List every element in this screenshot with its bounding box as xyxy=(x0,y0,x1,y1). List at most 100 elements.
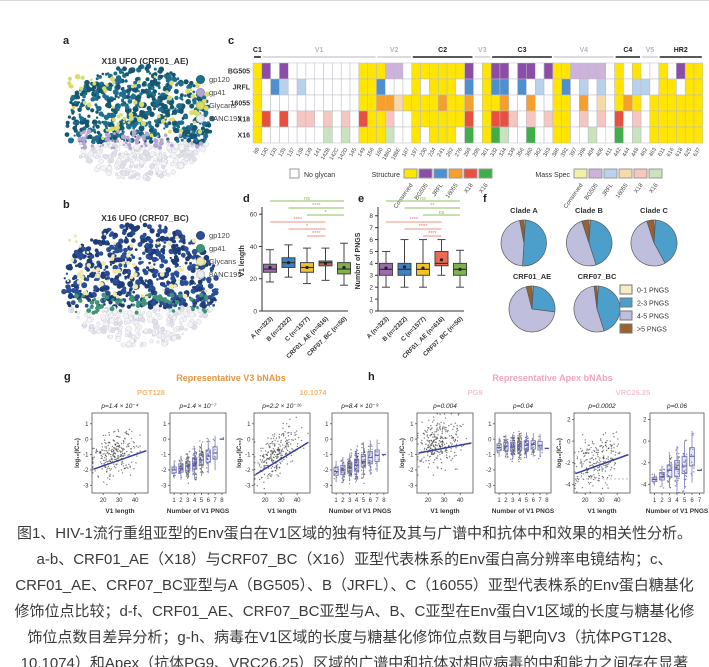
svg-text:356: 356 xyxy=(516,147,526,158)
svg-text:1: 1 xyxy=(247,422,251,428)
legend-item: gp41 xyxy=(196,242,242,255)
svg-text:40: 40 xyxy=(132,498,139,504)
legend-label: gp41 xyxy=(209,244,226,253)
svg-text:8: 8 xyxy=(220,498,224,504)
svg-text:397: 397 xyxy=(569,147,579,158)
svg-text:V1: V1 xyxy=(315,47,324,54)
svg-text:-3: -3 xyxy=(486,484,492,490)
legend-item: gp120 xyxy=(196,73,242,86)
svg-text:616: 616 xyxy=(666,147,676,158)
legend-label: gp120 xyxy=(209,75,230,84)
svg-text:4: 4 xyxy=(518,498,522,504)
svg-text:197: 197 xyxy=(410,147,420,158)
svg-text:X16: X16 xyxy=(649,182,660,195)
panel-a-title: X18 UFO (CRF01_AE) xyxy=(101,56,189,66)
svg-text:0: 0 xyxy=(410,437,414,443)
svg-text:145: 145 xyxy=(348,147,358,158)
svg-text:30: 30 xyxy=(116,498,123,504)
svg-text:463: 463 xyxy=(648,147,658,158)
svg-text:****: **** xyxy=(312,231,321,237)
svg-text:149: 149 xyxy=(357,147,367,158)
svg-text:log₁₀(IC₅₀): log₁₀(IC₅₀) xyxy=(237,438,243,468)
svg-text:186D: 186D xyxy=(382,147,394,161)
svg-text:7: 7 xyxy=(698,498,702,504)
legend-item: gp120 xyxy=(196,229,242,242)
svg-text:-2: -2 xyxy=(83,468,89,474)
svg-text:JRFL: JRFL xyxy=(601,182,615,198)
svg-text:5: 5 xyxy=(683,498,687,504)
svg-text:30: 30 xyxy=(441,498,448,504)
svg-text:0: 0 xyxy=(369,308,373,315)
svg-text:8: 8 xyxy=(545,498,549,504)
svg-text:230: 230 xyxy=(419,147,429,158)
panel-h-label: h xyxy=(368,371,375,383)
svg-text:0: 0 xyxy=(247,437,251,443)
glycan-heatmap: C1 V1 V2 C2 V3 C3 V4 C4 V5 HR2 BG505 JRFL 16055 X18 X1… xyxy=(228,47,704,210)
svg-text:360: 360 xyxy=(525,147,535,158)
svg-text:234: 234 xyxy=(428,147,438,158)
svg-text:4: 4 xyxy=(355,498,359,504)
svg-text:V5: V5 xyxy=(646,47,655,54)
svg-text:C4: C4 xyxy=(623,47,632,54)
svg-text:3: 3 xyxy=(511,498,515,504)
svg-text:40: 40 xyxy=(457,498,464,504)
svg-text:p=8.4 × 10⁻⁹: p=8.4 × 10⁻⁹ xyxy=(340,403,379,410)
legend-swatch xyxy=(196,231,205,240)
svg-text:142C: 142C xyxy=(329,147,341,161)
svg-text:-2: -2 xyxy=(486,468,492,474)
legend-label: 8ANC195 xyxy=(209,270,242,279)
svg-text:0: 0 xyxy=(85,437,89,443)
svg-text:4: 4 xyxy=(369,261,373,268)
legend-label: Glycans xyxy=(209,101,237,110)
svg-text:5: 5 xyxy=(525,498,529,504)
svg-text:**: ** xyxy=(430,203,435,209)
legend-swatch xyxy=(196,257,205,266)
panel-g-title: Representative V3 bNAbs xyxy=(176,373,286,383)
svg-text:X18: X18 xyxy=(238,117,251,124)
svg-text:160: 160 xyxy=(375,147,385,158)
svg-text:Mass Spec: Mass Spec xyxy=(535,172,570,179)
svg-text:CRF01_AE: CRF01_AE xyxy=(513,272,551,281)
svg-text:139: 139 xyxy=(304,147,314,158)
svg-text:BG505: BG505 xyxy=(228,69,250,76)
pg9-v1length-scatter: p=0.004 1 0 -1 -2 -3 log₁₀(IC₅₀) 20 30 40 V1 lengt… xyxy=(400,403,474,515)
pngs-pie-charts: Clade A Clade B Clade C CRF01_AE CRF07_BC 0-1… xyxy=(500,206,678,334)
svg-text:8: 8 xyxy=(382,498,386,504)
svg-text:****: **** xyxy=(312,203,321,209)
svg-text:30: 30 xyxy=(598,498,605,504)
svg-text:X16: X16 xyxy=(479,182,490,195)
svg-text:ns: ns xyxy=(420,196,426,202)
svg-text:Number of PNGS: Number of PNGS xyxy=(355,232,362,289)
svg-text:442: 442 xyxy=(613,147,623,158)
svg-text:1: 1 xyxy=(325,422,329,428)
legend-swatch xyxy=(196,88,205,97)
svg-text:7: 7 xyxy=(538,498,542,504)
svg-text:40: 40 xyxy=(614,498,621,504)
svg-text:2: 2 xyxy=(567,418,571,424)
svg-text:411: 411 xyxy=(604,147,614,158)
svg-text:444: 444 xyxy=(622,147,632,158)
svg-text:2: 2 xyxy=(504,498,508,504)
svg-text:187: 187 xyxy=(401,147,411,158)
svg-text:6: 6 xyxy=(369,498,373,504)
svg-text:Number of V1 PNGS: Number of V1 PNGS xyxy=(167,508,230,515)
svg-text:Structure: Structure xyxy=(372,172,401,179)
svg-text:p=0.06: p=0.06 xyxy=(666,403,687,410)
svg-text:4: 4 xyxy=(193,498,197,504)
svg-text:3: 3 xyxy=(186,498,190,504)
svg-text:Clade B: Clade B xyxy=(575,206,604,215)
panel-b-title: X16 UFO (CRF07_BC) xyxy=(101,213,189,223)
svg-text:5: 5 xyxy=(369,249,373,256)
svg-text:-3: -3 xyxy=(245,484,251,490)
svg-text:133: 133 xyxy=(269,147,279,158)
svg-text:Clade C: Clade C xyxy=(640,206,669,215)
panel-a-legend: gp120 gp41 Glycans 8ANC195 xyxy=(196,73,242,125)
svg-text:****: **** xyxy=(409,217,418,223)
svg-text:386: 386 xyxy=(551,147,561,158)
svg-text:X18: X18 xyxy=(464,182,475,195)
svg-text:1: 1 xyxy=(369,296,373,303)
panel-h-title: Representative Apex bNAbs xyxy=(492,373,613,383)
legend-item: Glycans xyxy=(196,99,242,112)
